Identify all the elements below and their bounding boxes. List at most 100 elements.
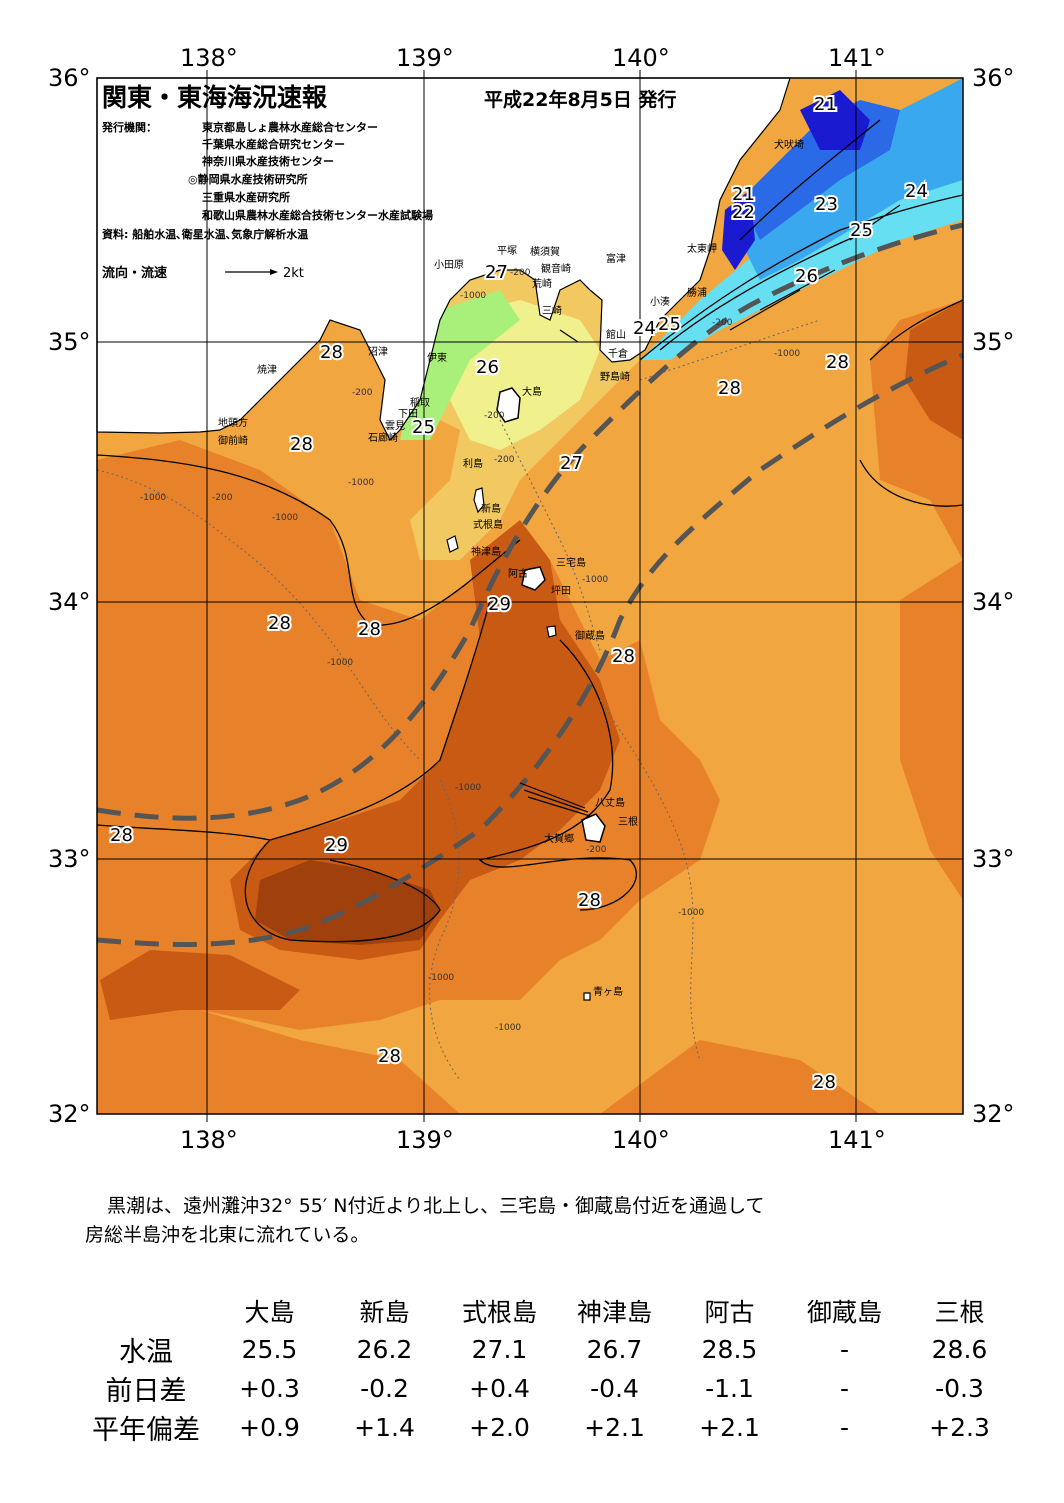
row-header: 前日差 bbox=[105, 1376, 187, 1407]
place-name: 八丈島 bbox=[595, 796, 625, 809]
lat-label: 35° bbox=[972, 328, 1015, 356]
map-frame bbox=[96, 70, 964, 1122]
table-cell: 27.1 bbox=[471, 1335, 528, 1364]
sea-zone-29 bbox=[230, 520, 620, 960]
lon-label: 140° bbox=[612, 44, 670, 72]
table-cell: -0.3 bbox=[935, 1374, 984, 1403]
lat-label: 34° bbox=[48, 588, 91, 616]
place-name: 阿古 bbox=[508, 567, 528, 580]
depth-label: -200 bbox=[484, 411, 505, 421]
place-name: 坪田 bbox=[551, 584, 571, 597]
table-cell: -0.2 bbox=[360, 1374, 409, 1403]
depth-label: -1000 bbox=[272, 513, 298, 523]
place-name: 新島 bbox=[481, 502, 501, 515]
land-mikurajima bbox=[546, 625, 557, 638]
table-cell: +0.9 bbox=[239, 1413, 300, 1442]
issue-date: 平成22年8月5日 発行 bbox=[484, 88, 677, 111]
table-cell: 26.7 bbox=[586, 1335, 643, 1364]
place-name: 荒崎 bbox=[532, 277, 552, 290]
isotherm-label: 25 bbox=[850, 220, 873, 241]
place-name: 御蔵島 bbox=[575, 629, 605, 642]
place-name: 大島 bbox=[522, 385, 542, 398]
data-source: 資料: 船舶水温､衛星水温､気象庁解析水温 bbox=[102, 227, 308, 241]
table-cell: 26.2 bbox=[356, 1335, 413, 1364]
table-cell: +2.1 bbox=[584, 1413, 645, 1442]
place-name: 大賀郷 bbox=[544, 832, 574, 845]
publisher-org: 千葉県水産総合研究センター bbox=[202, 137, 345, 151]
depth-label: -200 bbox=[712, 318, 733, 328]
isotherm-labels: 21 21 22 23 24 25 26 24 25 27 28 28 28 2… bbox=[108, 92, 930, 1095]
isotherm-label: 28 bbox=[718, 378, 741, 399]
place-name: 小田原 bbox=[434, 259, 464, 271]
sea-zone-28-sw bbox=[97, 1000, 460, 1114]
table-cell: - bbox=[839, 1413, 850, 1442]
place-name: 犬吠埼 bbox=[774, 138, 804, 151]
depth-label: -1000 bbox=[348, 478, 374, 488]
isotherm-label: 29 bbox=[325, 835, 348, 856]
depth-label: -200 bbox=[586, 845, 607, 855]
depth-label: -1000 bbox=[495, 1023, 521, 1033]
isotherm-label: 21 bbox=[814, 94, 837, 115]
place-name: 神津島 bbox=[471, 545, 501, 558]
table-corner bbox=[80, 1292, 212, 1330]
lon-label: 141° bbox=[828, 1126, 886, 1154]
land-niijima bbox=[473, 487, 485, 514]
place-name: 沼津 bbox=[368, 345, 388, 358]
sea-zone-25 bbox=[400, 290, 520, 440]
isotherm-label: 28 bbox=[378, 1046, 401, 1067]
place-name: 小湊 bbox=[650, 295, 670, 308]
table-cell: - bbox=[839, 1374, 850, 1403]
row-header: 平年偏差 bbox=[92, 1415, 200, 1446]
isotherm-label: 23 bbox=[815, 194, 838, 215]
table-cell: -1.1 bbox=[705, 1374, 754, 1403]
table-cell: 28.5 bbox=[701, 1335, 758, 1364]
place-name: 下田 bbox=[398, 409, 418, 420]
lon-labels-bottom: 138° 139° 140° 141° bbox=[180, 1126, 886, 1154]
column-header: 三根 bbox=[934, 1298, 985, 1327]
publisher-org: 和歌山県農林水産総合技術センター水産試験場 bbox=[202, 208, 433, 222]
table-cell: +0.3 bbox=[239, 1374, 300, 1403]
isotherm-label: 28 bbox=[290, 434, 313, 455]
place-name: 三宅島 bbox=[556, 556, 586, 569]
lon-label: 139° bbox=[396, 44, 454, 72]
tick-marks bbox=[206, 70, 857, 1122]
column-header: 御蔵島 bbox=[806, 1298, 882, 1327]
depth-label: -200 bbox=[212, 493, 233, 503]
table-row: 前日差 +0.3 -0.2 +0.4 -0.4 -1.1 - -0.3 bbox=[80, 1369, 1017, 1408]
place-name: 石廊崎 bbox=[368, 431, 398, 444]
depth-contours bbox=[96, 319, 821, 1081]
flow-legend-speed: 2kt bbox=[283, 266, 304, 281]
isotherm-label: 28 bbox=[612, 646, 635, 667]
column-header: 新島 bbox=[359, 1298, 410, 1327]
lon-labels-top: 138° 139° 140° 141° bbox=[180, 44, 886, 72]
isotherm-label: 24 bbox=[905, 181, 928, 202]
place-name: 平塚 bbox=[497, 245, 517, 257]
place-name: 野島崎 bbox=[600, 370, 630, 383]
land-kanto bbox=[96, 77, 791, 442]
table-cell: +0.4 bbox=[469, 1374, 530, 1403]
publisher-org: 東京都島しょ農林水産総合センター bbox=[202, 120, 378, 134]
depth-label: -1000 bbox=[327, 658, 353, 668]
land-hachijojima bbox=[581, 813, 606, 843]
lon-label: 138° bbox=[180, 44, 238, 72]
place-name: 雲見 bbox=[385, 420, 405, 432]
depth-labels: -200 -1000 -200 -200 -200 -200 -1000 -10… bbox=[140, 268, 800, 1033]
graticule bbox=[96, 77, 964, 1115]
column-header: 式根島 bbox=[461, 1298, 537, 1327]
lat-label: 32° bbox=[48, 1100, 91, 1128]
lon-label: 139° bbox=[396, 1126, 454, 1154]
place-name: 千倉 bbox=[608, 347, 628, 360]
isotherm-label: 26 bbox=[795, 266, 818, 287]
lat-labels-left: 36° 35° 34° 33° 32° bbox=[48, 64, 91, 1128]
table-cell: 25.5 bbox=[241, 1335, 298, 1364]
table-cell: +1.4 bbox=[354, 1413, 415, 1442]
isotherm-label: 27 bbox=[560, 453, 583, 474]
place-name: 三崎 bbox=[542, 304, 562, 317]
isotherm-label: 25 bbox=[412, 417, 435, 438]
sea-zone-21 bbox=[800, 90, 870, 150]
isotherm-lines bbox=[96, 119, 964, 943]
depth-label: -200 bbox=[352, 388, 373, 398]
place-names: 小田原 平塚 横須賀 観音崎 富津 荒崎 三崎 館山 千倉 野島崎 小湊 勝浦 … bbox=[218, 138, 804, 998]
isotherm-label: 28 bbox=[268, 613, 291, 634]
table-cell: 28.6 bbox=[931, 1335, 988, 1364]
